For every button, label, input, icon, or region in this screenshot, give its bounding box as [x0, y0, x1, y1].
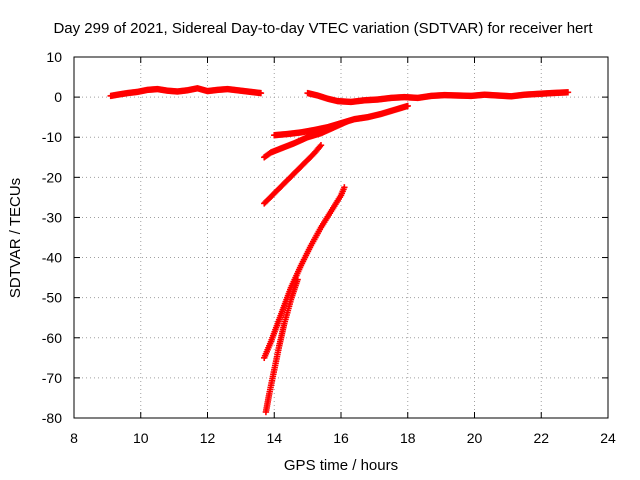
y-tick-label: 0: [54, 89, 62, 105]
x-tick-label: 18: [400, 430, 416, 446]
data-point: [341, 184, 348, 191]
series-arc-2: [304, 89, 572, 106]
data-point: [294, 276, 301, 283]
data-point: [564, 89, 572, 96]
y-tick-label: 10: [46, 49, 62, 65]
x-tick-label: 16: [333, 430, 349, 446]
data-point: [317, 142, 325, 149]
x-tick-label: 12: [200, 430, 216, 446]
y-tick-label: -30: [42, 209, 62, 225]
data-point: [257, 89, 265, 97]
y-axis-label: SDTVAR / TECUs: [7, 178, 24, 298]
y-tick-label: -80: [42, 410, 62, 426]
series-arc-5: [261, 142, 325, 207]
chart-title: Day 299 of 2021, Sidereal Day-to-day VTE…: [53, 20, 593, 37]
y-tick-labels: 10 0 -10 -20 -30 -40 -50 -60 -70 -80: [42, 49, 62, 426]
x-tick-label: 24: [600, 430, 616, 446]
gridlines: [74, 57, 608, 418]
series-arc-4: [261, 117, 351, 161]
x-tick-label: 10: [133, 430, 149, 446]
y-tick-label: -20: [42, 169, 62, 185]
y-tick-label: -50: [42, 290, 62, 306]
series-arc-1: [107, 85, 265, 100]
x-axis-label: GPS time / hours: [284, 457, 398, 474]
y-tick-label: -70: [42, 370, 62, 386]
series-arc-6: [261, 184, 348, 362]
data-points: [107, 85, 572, 416]
series-arc-7: [262, 276, 301, 416]
x-tick-label: 22: [533, 430, 549, 446]
y-tick-label: -60: [42, 330, 62, 346]
axis-ticks: [73, 56, 609, 419]
x-tick-label: 8: [70, 430, 78, 446]
data-point: [404, 102, 411, 110]
y-tick-label: -10: [42, 129, 62, 145]
x-tick-labels: 8 10 12 14 16 18 20 22 24: [70, 430, 616, 446]
x-tick-label: 20: [467, 430, 483, 446]
x-tick-label: 14: [266, 430, 282, 446]
data-point: [344, 117, 351, 125]
y-tick-label: -40: [42, 250, 62, 266]
